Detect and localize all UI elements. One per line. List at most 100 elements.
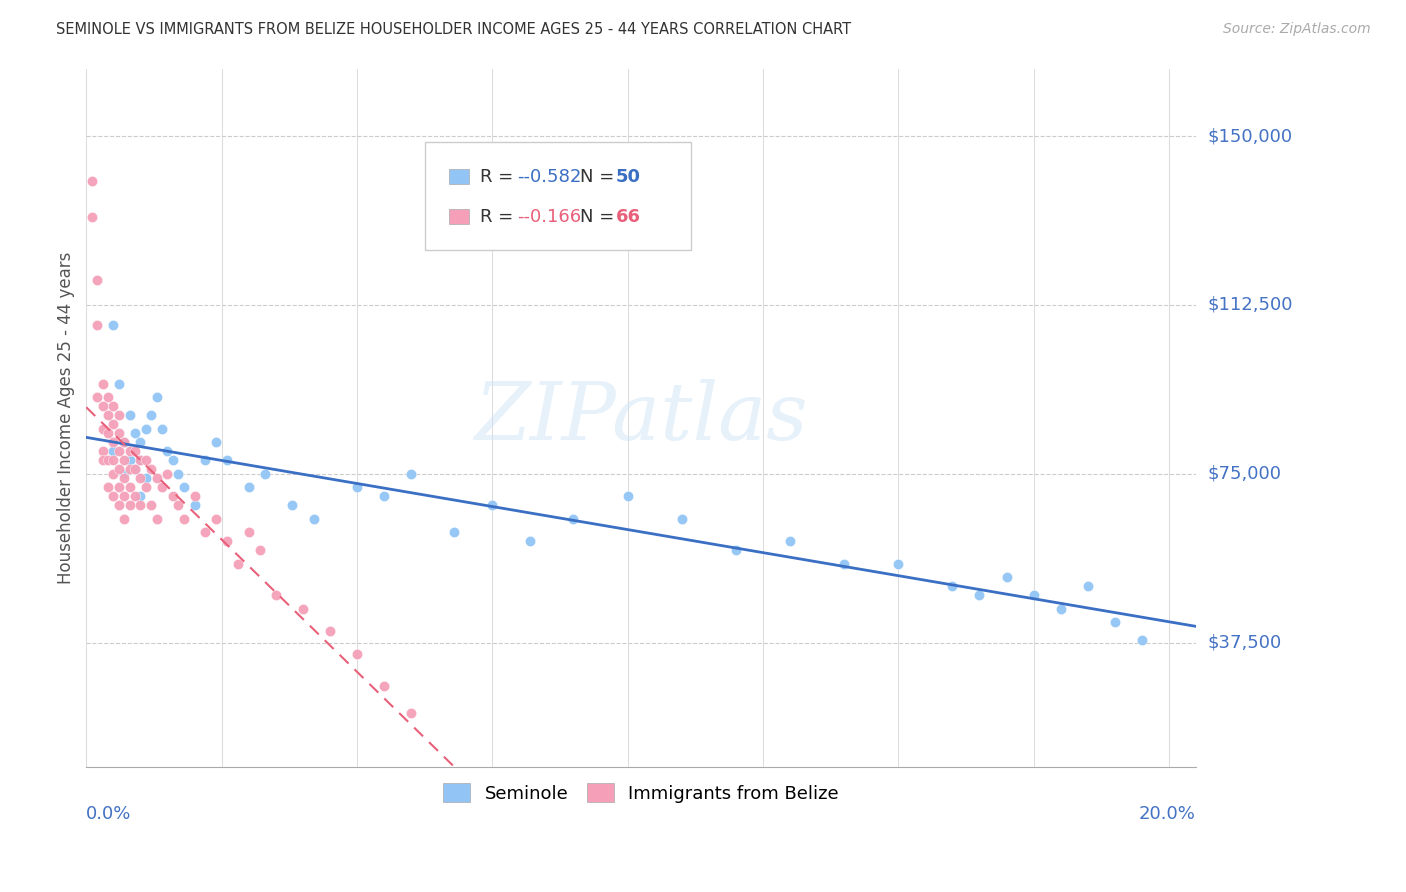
Point	[249, 543, 271, 558]
Text: 0.0%: 0.0%	[86, 805, 132, 823]
Point	[107, 462, 129, 476]
Point	[97, 426, 120, 441]
Point	[112, 512, 135, 526]
Point	[481, 499, 503, 513]
Point	[107, 426, 129, 441]
Point	[135, 471, 157, 485]
Text: $112,500: $112,500	[1208, 296, 1292, 314]
FancyBboxPatch shape	[449, 209, 470, 224]
Point	[150, 422, 173, 436]
Point	[124, 489, 146, 503]
Point	[264, 589, 287, 603]
Point	[135, 422, 157, 436]
Text: N =: N =	[581, 208, 620, 226]
Text: Source: ZipAtlas.com: Source: ZipAtlas.com	[1223, 22, 1371, 37]
Point	[141, 462, 163, 476]
Point	[112, 489, 135, 503]
Text: 66: 66	[616, 208, 641, 226]
Point	[215, 534, 238, 549]
Text: --0.582: --0.582	[517, 168, 581, 186]
Point	[91, 399, 114, 413]
Point	[103, 489, 125, 503]
Point	[118, 444, 141, 458]
Point	[124, 462, 146, 476]
Point	[162, 489, 184, 503]
Point	[205, 435, 228, 450]
Point	[1049, 602, 1071, 616]
Point	[1104, 615, 1126, 630]
Point	[86, 390, 108, 404]
Point	[519, 534, 541, 549]
Point	[183, 489, 205, 503]
Text: --0.166: --0.166	[517, 208, 581, 226]
Point	[107, 376, 129, 391]
Point	[1130, 633, 1153, 648]
Point	[118, 462, 141, 476]
Point	[281, 499, 304, 513]
Point	[291, 602, 314, 616]
Point	[86, 273, 108, 287]
Point	[346, 647, 368, 661]
Point	[107, 499, 129, 513]
Point	[124, 462, 146, 476]
Point	[112, 467, 135, 481]
Point	[399, 706, 422, 720]
Point	[91, 453, 114, 467]
Point	[91, 422, 114, 436]
Point	[373, 489, 395, 503]
Point	[97, 409, 120, 423]
Point	[562, 512, 585, 526]
Text: R =: R =	[481, 168, 519, 186]
Text: N =: N =	[581, 168, 620, 186]
Point	[103, 399, 125, 413]
Point	[129, 499, 152, 513]
Point	[97, 480, 120, 494]
Point	[107, 409, 129, 423]
Point	[1077, 579, 1099, 593]
Text: 20.0%: 20.0%	[1139, 805, 1197, 823]
Point	[103, 417, 125, 432]
Point	[167, 467, 190, 481]
Point	[194, 453, 217, 467]
Point	[112, 435, 135, 450]
Point	[302, 512, 325, 526]
Point	[129, 453, 152, 467]
Point	[1022, 589, 1045, 603]
Point	[141, 409, 163, 423]
Point	[215, 453, 238, 467]
Point	[373, 679, 395, 693]
Point	[97, 453, 120, 467]
Point	[91, 376, 114, 391]
Point	[107, 444, 129, 458]
Text: $37,500: $37,500	[1208, 633, 1281, 652]
Point	[80, 210, 103, 224]
FancyBboxPatch shape	[449, 169, 470, 185]
Point	[194, 525, 217, 540]
Point	[145, 390, 167, 404]
Point	[173, 512, 195, 526]
Point	[91, 444, 114, 458]
Point	[103, 444, 125, 458]
Point	[238, 525, 260, 540]
Y-axis label: Householder Income Ages 25 - 44 years: Householder Income Ages 25 - 44 years	[58, 252, 75, 583]
Point	[969, 589, 991, 603]
Point	[124, 426, 146, 441]
FancyBboxPatch shape	[425, 142, 692, 250]
Point	[443, 525, 465, 540]
Point	[103, 467, 125, 481]
Point	[103, 318, 125, 333]
Text: SEMINOLE VS IMMIGRANTS FROM BELIZE HOUSEHOLDER INCOME AGES 25 - 44 YEARS CORRELA: SEMINOLE VS IMMIGRANTS FROM BELIZE HOUSE…	[56, 22, 852, 37]
Point	[150, 480, 173, 494]
Point	[941, 579, 963, 593]
Point	[238, 480, 260, 494]
Point	[135, 453, 157, 467]
Point	[129, 435, 152, 450]
Text: 50: 50	[616, 168, 641, 186]
Point	[129, 489, 152, 503]
Point	[226, 557, 249, 571]
Point	[129, 453, 152, 467]
Point	[112, 435, 135, 450]
Point	[156, 467, 179, 481]
Point	[887, 557, 910, 571]
Point	[135, 480, 157, 494]
